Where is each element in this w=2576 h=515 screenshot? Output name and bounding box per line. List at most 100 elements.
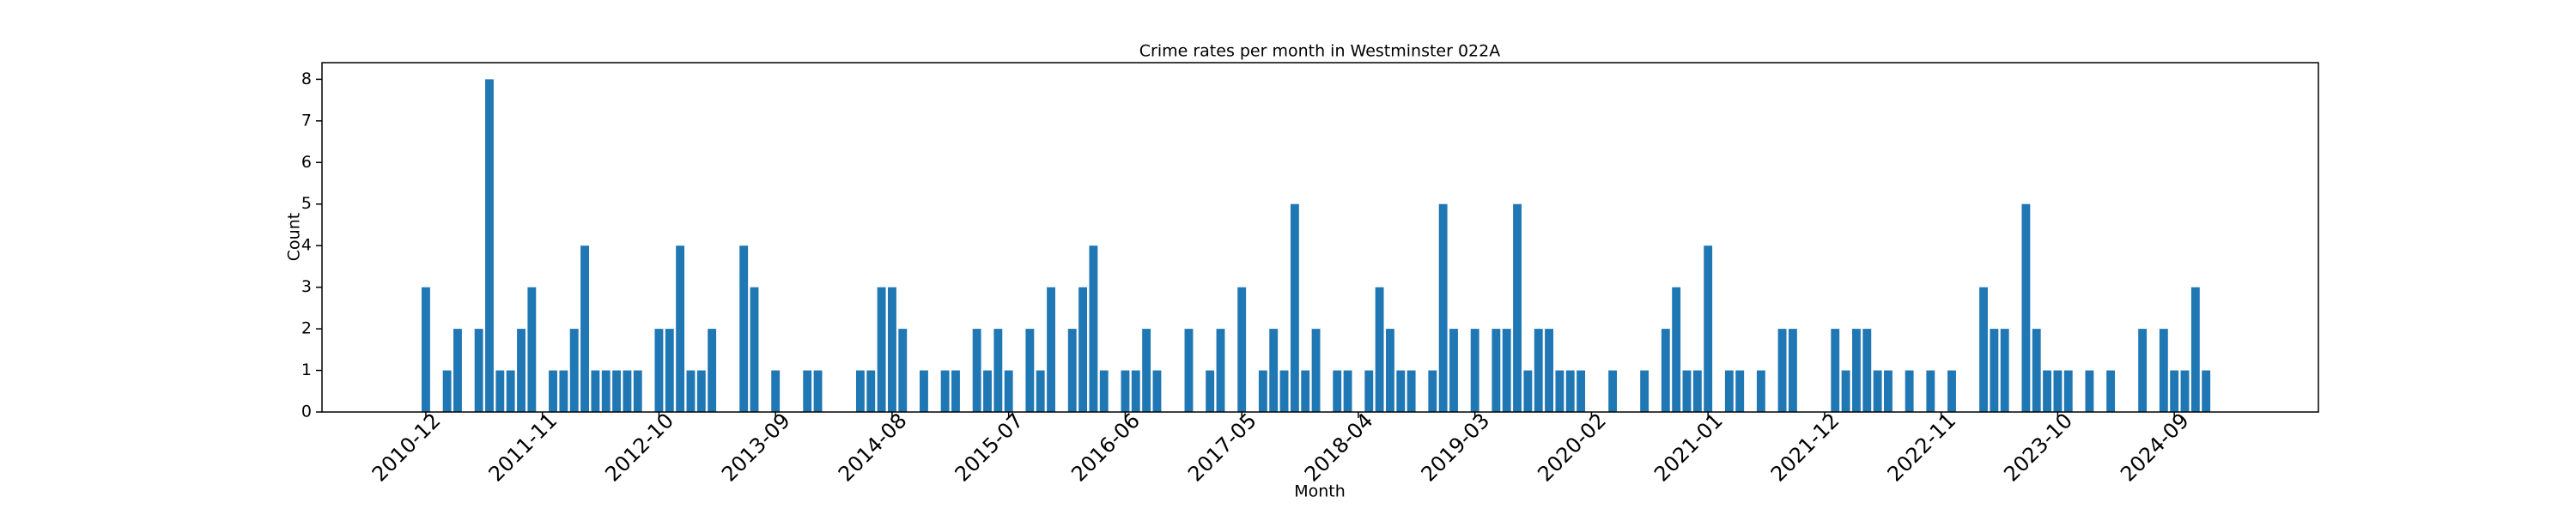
bar [951, 370, 960, 412]
bar [877, 287, 886, 412]
bar [1513, 203, 1522, 412]
bar [1492, 329, 1501, 412]
bar [1333, 370, 1342, 412]
bar [1375, 287, 1384, 412]
bar [1555, 370, 1564, 412]
bar [485, 79, 494, 412]
bar [708, 329, 717, 412]
bar [1216, 329, 1225, 412]
bar [422, 287, 430, 412]
bar [1290, 203, 1299, 412]
bar [1396, 370, 1406, 412]
x-tick-label: 2019-03 [1417, 409, 1495, 487]
bar [1470, 329, 1479, 412]
bar [1067, 329, 1077, 412]
bar [1004, 370, 1013, 412]
bar [654, 329, 664, 412]
bar [813, 370, 823, 412]
bar [1777, 329, 1787, 412]
bar [676, 245, 685, 412]
bar [474, 329, 483, 412]
bar [1692, 370, 1702, 412]
bar [2000, 329, 2009, 412]
bar [1269, 329, 1279, 412]
bar [1121, 370, 1130, 412]
bar [1364, 370, 1374, 412]
bar [1025, 329, 1035, 412]
bar [2106, 370, 2116, 412]
bar [1905, 370, 1914, 412]
bar [1258, 370, 1267, 412]
bar [887, 287, 896, 412]
y-tick-label: 3 [301, 277, 312, 296]
bar [2053, 370, 2063, 412]
bar [866, 370, 876, 412]
y-tick-label: 1 [301, 360, 312, 379]
x-tick-label: 2018-04 [1300, 409, 1378, 487]
bar [1990, 329, 1999, 412]
y-tick-label: 5 [301, 194, 312, 213]
x-tick-label: 2022-11 [1883, 409, 1961, 487]
bar [1873, 370, 1882, 412]
bar [1078, 287, 1088, 412]
bar [2170, 370, 2179, 412]
x-tick-label: 2024-09 [2116, 409, 2194, 487]
x-tick-label: 2016-06 [1066, 409, 1145, 487]
bar [527, 287, 537, 412]
bar [771, 370, 781, 412]
bar [559, 370, 568, 412]
x-tick-label: 2013-09 [717, 409, 795, 487]
bar [1184, 329, 1194, 412]
bar [495, 370, 505, 412]
bar [1301, 370, 1310, 412]
bar [1343, 370, 1352, 412]
bar [1534, 329, 1543, 412]
bar [612, 370, 622, 412]
x-tick-label: 2017-05 [1183, 409, 1261, 487]
bar [1152, 370, 1162, 412]
bar [1545, 329, 1553, 412]
bar [1237, 287, 1247, 412]
bar [1862, 329, 1872, 412]
bar [2032, 329, 2041, 412]
bar [1724, 370, 1734, 412]
bar [1577, 370, 1586, 412]
bar [633, 370, 642, 412]
bar [686, 370, 696, 412]
bar [1756, 370, 1765, 412]
bar [993, 329, 1003, 412]
bar [1438, 203, 1448, 412]
bar [2021, 203, 2031, 412]
plot-frame [321, 62, 2319, 413]
bar [1428, 370, 1437, 412]
bar [665, 329, 674, 412]
bar [591, 370, 600, 412]
bar [1206, 370, 1215, 412]
bar [972, 329, 981, 412]
bar [1502, 329, 1511, 412]
bar [1406, 370, 1416, 412]
y-tick-label: 8 [301, 70, 312, 88]
x-tick-label: 2015-07 [951, 409, 1029, 487]
bar [739, 245, 749, 412]
bar [1036, 370, 1045, 412]
bar [1523, 370, 1533, 412]
x-tick-label: 2010-12 [368, 409, 446, 487]
bar [2180, 370, 2190, 412]
bar [2085, 370, 2094, 412]
bar [1047, 287, 1055, 412]
x-tick-label: 2021-01 [1649, 409, 1728, 487]
bar [1884, 370, 1893, 412]
bar [750, 287, 759, 412]
bar [1131, 370, 1140, 412]
bar [506, 370, 515, 412]
x-tick-label: 2020-02 [1533, 409, 1611, 487]
bar [2159, 329, 2168, 412]
bar [1852, 329, 1861, 412]
x-tick-label: 2021-12 [1766, 409, 1844, 487]
bar [517, 329, 526, 412]
bar [920, 370, 928, 412]
y-tick-label: 6 [301, 153, 312, 172]
bar [569, 329, 579, 412]
